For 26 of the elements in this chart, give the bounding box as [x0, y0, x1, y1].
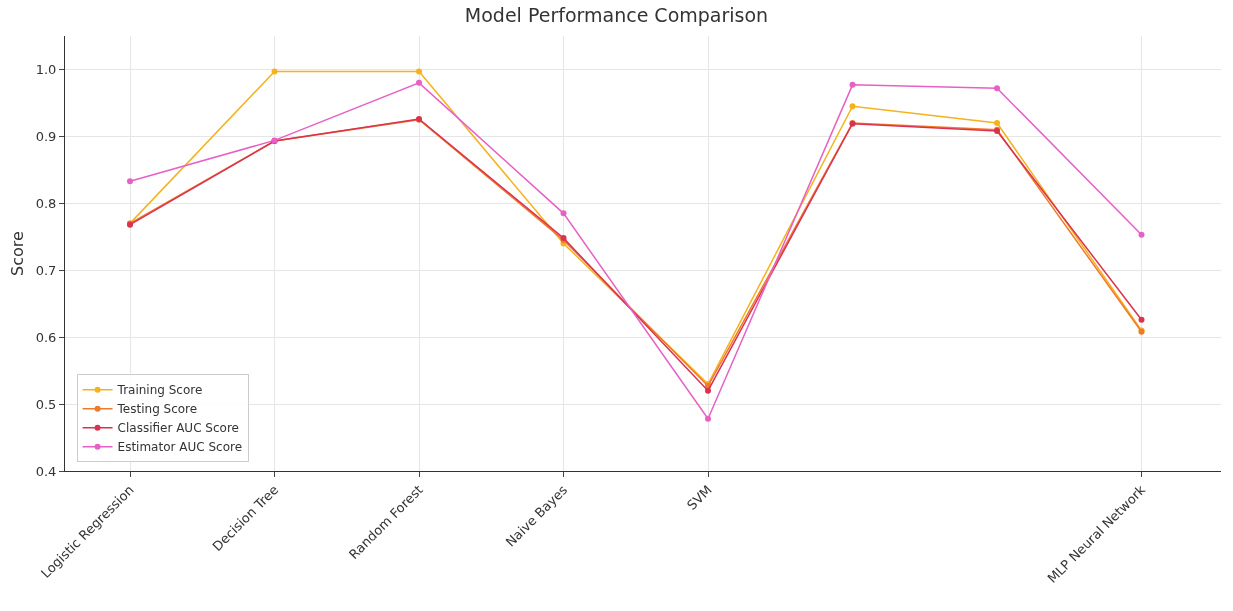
point [127, 178, 134, 185]
point [705, 387, 712, 394]
point [849, 81, 856, 88]
point [994, 120, 1001, 126]
legend-label: Estimator AUC Score [117, 440, 243, 455]
y-tick-label: 0.4 [35, 463, 57, 479]
y-axis-title: Score [8, 231, 27, 276]
point [560, 210, 567, 217]
legend-label: Testing Score [116, 402, 198, 417]
y-tick-label: 0.8 [35, 195, 57, 211]
point [705, 415, 712, 422]
legend-label: Classifier AUC Score [117, 421, 239, 436]
point [416, 79, 423, 86]
point [849, 103, 856, 110]
y-tick-label: 0.5 [35, 396, 57, 412]
point [1138, 231, 1145, 238]
y-tick-label: 1.0 [35, 62, 57, 78]
legend-label: Training Score [116, 383, 203, 398]
y-tick-label: 0.7 [35, 262, 57, 278]
chart-title: Model Performance Comparison [464, 4, 769, 27]
y-tick-label: 0.9 [35, 128, 57, 144]
point [1138, 316, 1145, 323]
y-tick-label: 0.6 [35, 329, 57, 345]
point [416, 68, 423, 75]
point [994, 85, 1001, 92]
point [271, 68, 278, 75]
